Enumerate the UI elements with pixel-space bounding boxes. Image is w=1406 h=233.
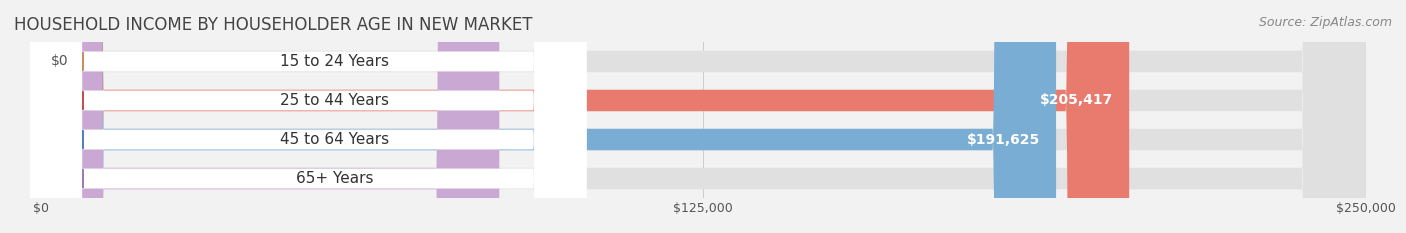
FancyBboxPatch shape	[41, 0, 1365, 233]
FancyBboxPatch shape	[30, 0, 586, 233]
FancyBboxPatch shape	[41, 0, 1129, 233]
Text: 25 to 44 Years: 25 to 44 Years	[280, 93, 389, 108]
Text: 45 to 64 Years: 45 to 64 Years	[280, 132, 389, 147]
Text: 65+ Years: 65+ Years	[295, 171, 374, 186]
Text: $0: $0	[51, 55, 69, 69]
FancyBboxPatch shape	[30, 0, 586, 233]
FancyBboxPatch shape	[41, 0, 1056, 233]
Text: 15 to 24 Years: 15 to 24 Years	[280, 54, 389, 69]
Text: Source: ZipAtlas.com: Source: ZipAtlas.com	[1258, 16, 1392, 29]
FancyBboxPatch shape	[41, 0, 499, 233]
FancyBboxPatch shape	[41, 0, 1365, 233]
Text: $86,563: $86,563	[420, 171, 484, 185]
Text: $191,625: $191,625	[967, 133, 1040, 147]
FancyBboxPatch shape	[41, 0, 1365, 233]
Text: HOUSEHOLD INCOME BY HOUSEHOLDER AGE IN NEW MARKET: HOUSEHOLD INCOME BY HOUSEHOLDER AGE IN N…	[14, 16, 533, 34]
FancyBboxPatch shape	[30, 0, 586, 233]
FancyBboxPatch shape	[30, 0, 586, 233]
Text: $205,417: $205,417	[1040, 93, 1114, 107]
FancyBboxPatch shape	[41, 0, 1365, 233]
